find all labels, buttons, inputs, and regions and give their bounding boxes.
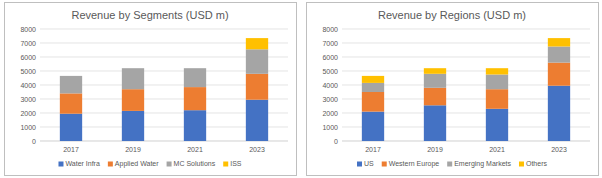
legend-label: Western Europe [389,160,440,168]
bar-segment [424,88,446,106]
x-tick-label: 2019 [427,146,443,153]
bar-segment [362,92,384,112]
y-tick-label: 5000 [20,68,36,75]
bar-segment [486,68,508,74]
legend-label: Applied Water [115,160,159,168]
bar-segment [184,68,206,87]
root: Revenue by Segments (USD m) 0 1000 2000 3000… [0,0,602,178]
bar-segment [362,112,384,141]
x-tick-label: 2023 [551,146,567,153]
legend: US Western Europe Emerging Markets Others [357,160,547,168]
x-tick-label: 2021 [187,146,203,153]
bar-segment [424,74,446,88]
legend: Water Infra Applied Water MC Solutions ISS [58,160,241,168]
y-tick-label: 8000 [322,26,338,33]
y-tick-label: 4000 [20,82,36,89]
bar-segment [424,105,446,141]
x-tick-label: 2019 [125,146,141,153]
bar-segment [486,109,508,141]
y-tick-label: 1000 [20,124,36,131]
y-tick-label: 2000 [20,110,36,117]
bar-segment [60,75,82,76]
bar-segment [122,89,144,111]
bar-segment [246,49,268,74]
y-tick-label: 5000 [322,68,338,75]
bar-segment [122,68,144,89]
x-tick-label: 2017 [365,146,381,153]
grid-line [342,29,590,30]
y-tick-label: 7000 [322,40,338,47]
bar-segment [548,38,570,46]
x-tick-label: 2021 [489,146,505,153]
y-tick-label: 4000 [322,82,338,89]
bar-segment [122,68,144,69]
bar-segment [184,68,206,69]
grid-line [40,29,288,30]
bar-segment [362,76,384,83]
bar-segment [548,86,570,141]
bar-segment [486,75,508,90]
chart-frame [307,3,599,176]
legend-label: ISS [230,160,242,167]
bar-segment [424,68,446,74]
y-tick-label: 8000 [20,26,36,33]
bar-segment [486,89,508,109]
legend-swatch [108,162,113,167]
bar-segment [246,38,268,49]
x-tick-label: 2017 [63,146,79,153]
x-tick-label: 2023 [249,146,265,153]
bar-segment [60,93,82,113]
legend-swatch [447,162,452,167]
legend-swatch [58,162,63,167]
legend-swatch [519,162,524,167]
bar-segment [246,74,268,100]
legend-swatch [223,162,228,167]
bar-segment [60,114,82,141]
y-tick-label: 2000 [322,110,338,117]
y-tick-label: 3000 [322,96,338,103]
bar-segment [122,111,144,141]
legend-label: MC Solutions [174,160,216,167]
y-tick-label: 3000 [20,96,36,103]
chart-frame [5,3,297,176]
y-tick-label: 1000 [322,124,338,131]
chart-panel: Revenue by Segments (USD m) 0 1000 2000 3000… [5,3,297,176]
y-tick-label: 6000 [20,54,36,61]
bars [60,38,268,141]
bar-segment [548,63,570,86]
chart-panel: Revenue by Regions (USD m) 0 1000 2000 3000 4… [307,3,599,176]
legend-swatch [167,162,172,167]
legend-label: Emerging Markets [454,160,511,168]
y-tick-label: 0 [32,138,36,145]
chart-title: Revenue by Regions (USD m) [378,9,526,21]
bar-segment [362,83,384,92]
bar-segment [60,76,82,94]
bar-segment [548,47,570,63]
bars [362,38,570,141]
bar-segment [246,100,268,141]
chart-title: Revenue by Segments (USD m) [71,9,228,21]
y-tick-label: 7000 [20,40,36,47]
legend-label: US [364,160,374,167]
bar-segment [184,87,206,110]
legend-label: Others [526,160,548,167]
y-tick-label: 6000 [322,54,338,61]
legend-label: Water Infra [65,160,99,167]
legend-swatch [357,162,362,167]
y-tick-label: 0 [334,138,338,145]
legend-swatch [382,162,387,167]
bar-segment [184,110,206,141]
